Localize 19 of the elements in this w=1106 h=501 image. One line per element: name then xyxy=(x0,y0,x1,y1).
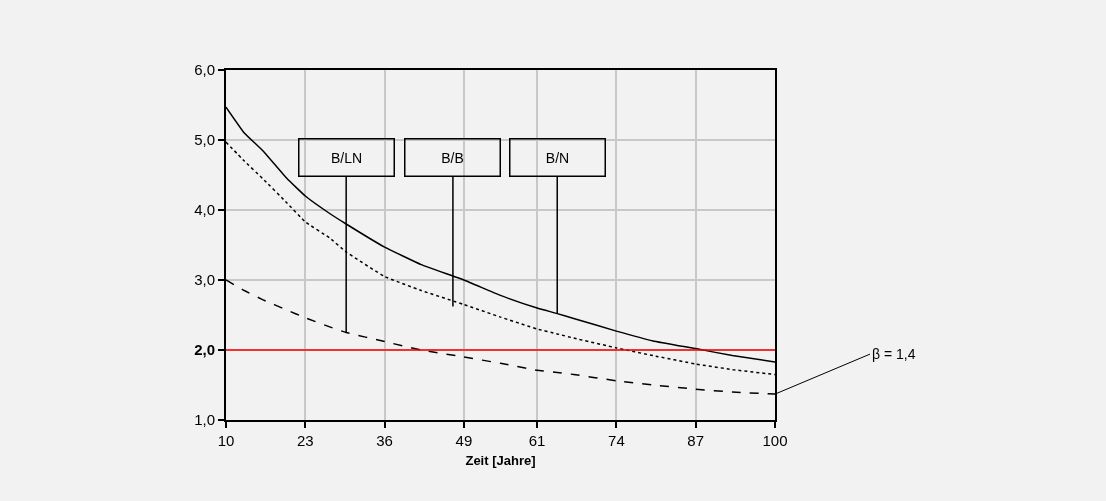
y-tick-label: 6,0 xyxy=(194,61,215,79)
x-tick-label: 23 xyxy=(296,432,314,449)
annotation: β = 1,4 xyxy=(872,346,916,362)
x-tick-label: 36 xyxy=(376,432,393,449)
annotation: B/B xyxy=(441,149,464,166)
x-tick-label: 100 xyxy=(762,432,788,449)
y-tick-label: 4,0 xyxy=(194,201,215,219)
annotation: B/LN xyxy=(330,149,363,166)
y-tick-label: 5,0 xyxy=(194,131,215,149)
x-axis-title: Zeit [Jahre] xyxy=(465,453,536,469)
annotation: B/N xyxy=(545,149,570,166)
x-tick-label: 87 xyxy=(687,432,705,449)
y-tick-label: 1,0 xyxy=(194,411,215,429)
y-tick-label: 3,0 xyxy=(194,271,215,289)
x-tick-label: 61 xyxy=(528,432,546,449)
x-tick-label: 74 xyxy=(608,432,625,449)
x-tick-label: 49 xyxy=(455,432,473,449)
y-tick-label: 2,0 xyxy=(194,341,215,359)
x-tick-label: 10 xyxy=(217,432,235,449)
